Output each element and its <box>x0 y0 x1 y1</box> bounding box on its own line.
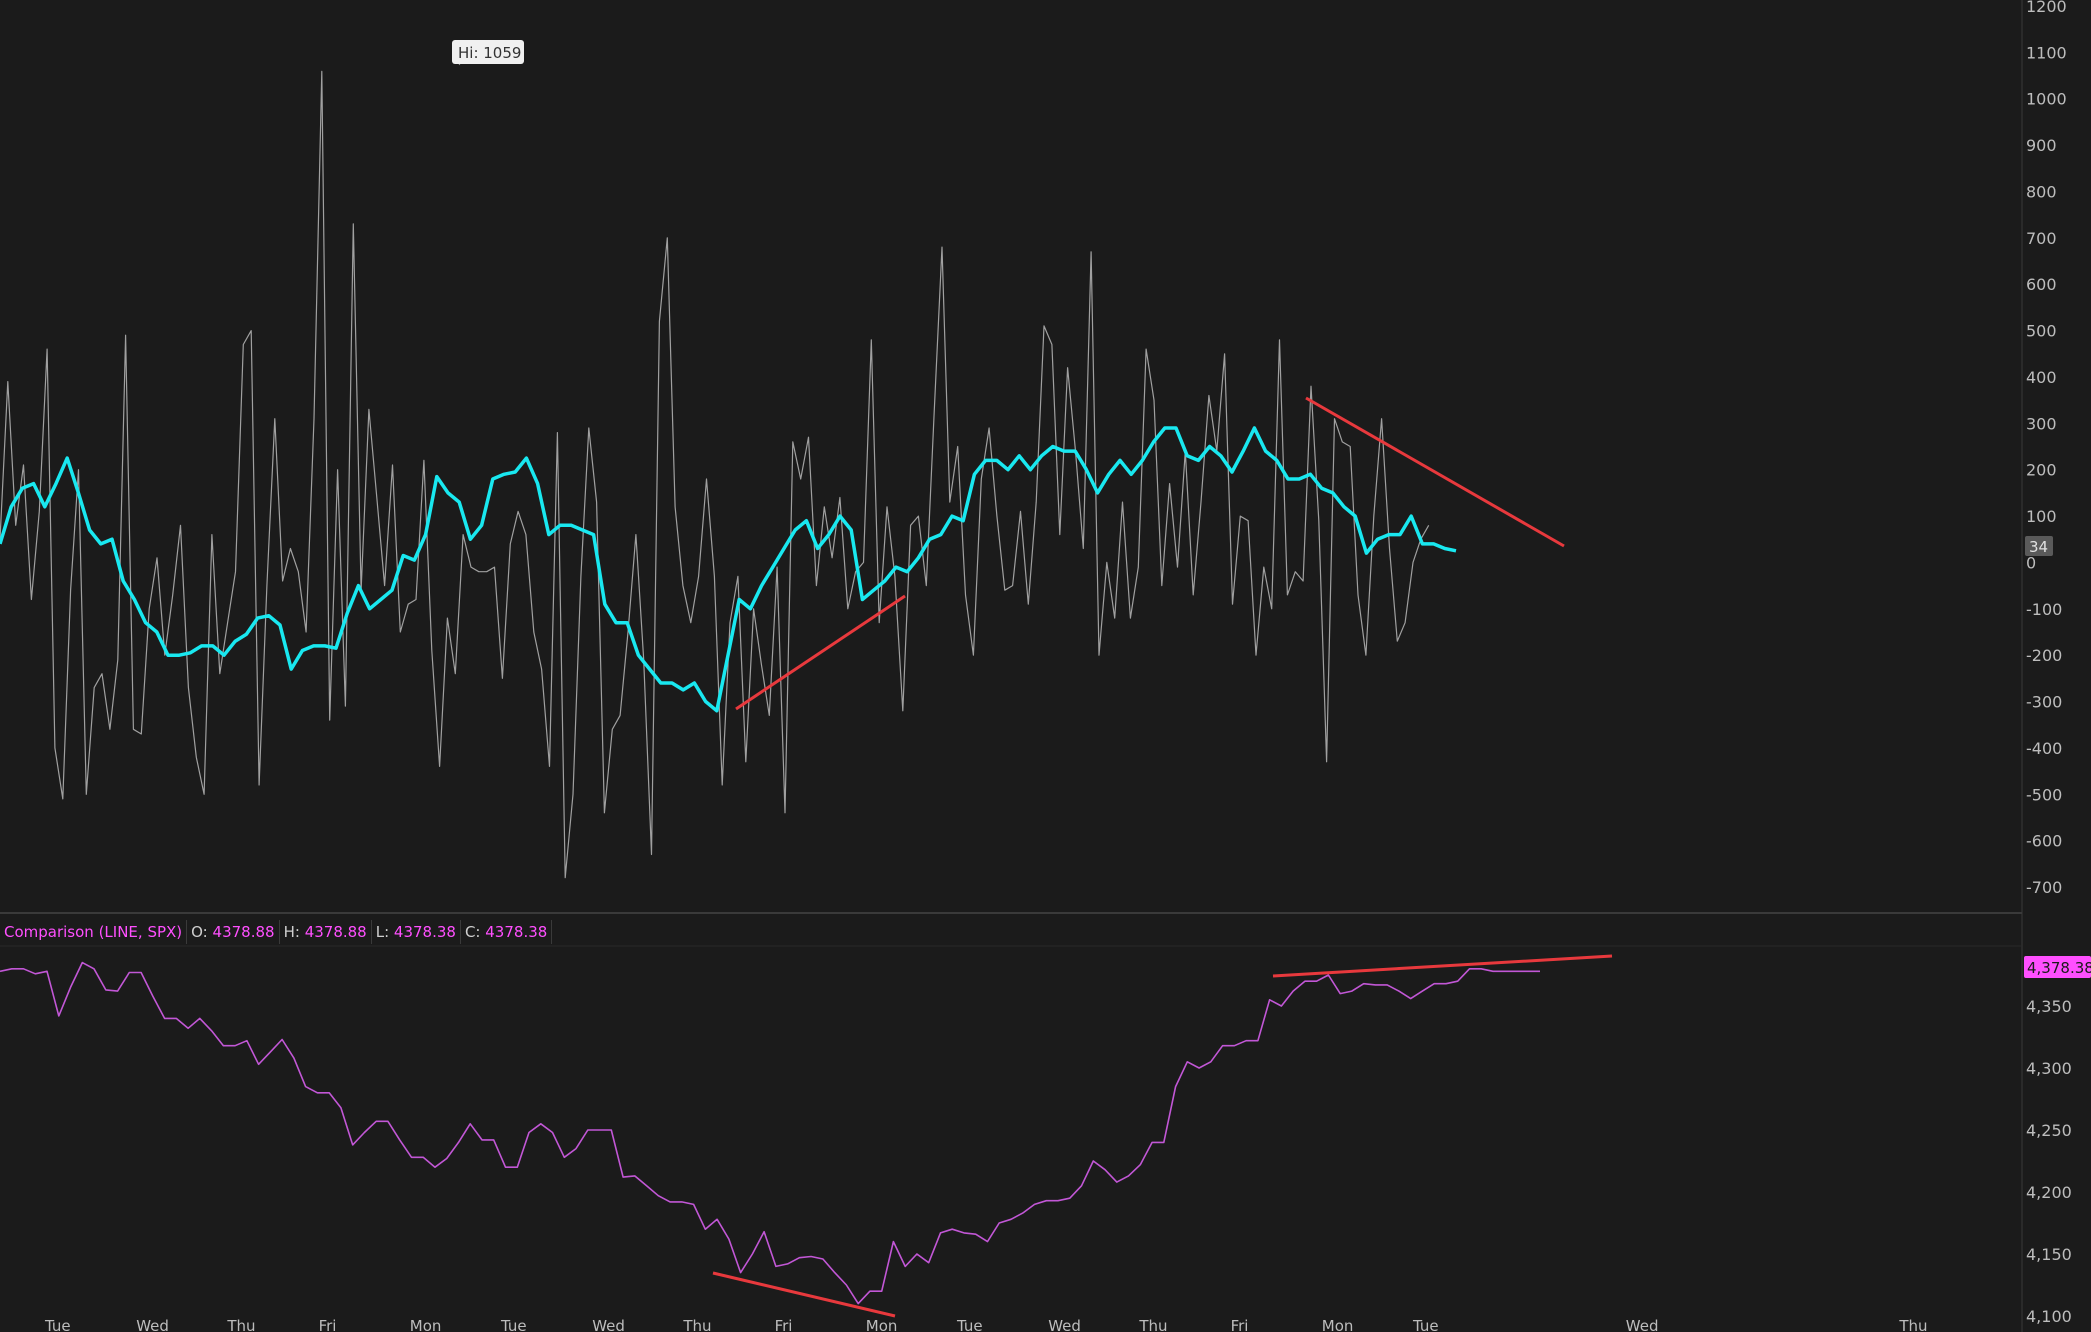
lower-y-axis: 4,350 4,300 4,250 4,200 4,150 4,100 <box>2026 997 2072 1326</box>
upper-y-axis: 1200110010009008007006005004003002001000… <box>2026 0 2067 897</box>
lower-last-badge-text: 4,378.38 <box>2027 959 2091 977</box>
comparison-title[interactable]: Comparison (LINE, SPX) <box>0 920 188 944</box>
x-tick-label: Thu <box>1898 1317 1927 1332</box>
x-tick-label: Thu <box>1138 1317 1167 1332</box>
trendline-lower-falling[interactable] <box>712 1271 896 1318</box>
high-annotation-box <box>452 40 524 64</box>
upper-y-tick-label: 0 <box>2026 553 2036 572</box>
lower-last-badge: 4,378.38 <box>2024 956 2091 978</box>
upper-y-tick-label: 400 <box>2026 368 2057 387</box>
trendlines-group <box>712 396 1613 1318</box>
upper-y-tick-label: 300 <box>2026 414 2057 433</box>
upper-y-tick-label: -500 <box>2026 785 2062 804</box>
upper-y-tick-label: -700 <box>2026 878 2062 897</box>
lower-y-tick-label: 4,200 <box>2026 1183 2072 1202</box>
upper-y-tick-label: -300 <box>2026 693 2062 712</box>
trendline-lower-rising[interactable] <box>1272 954 1613 978</box>
upper-y-tick-label: 700 <box>2026 229 2057 248</box>
x-tick-label: Tue <box>956 1317 983 1332</box>
x-tick-label: Wed <box>1048 1317 1081 1332</box>
upper-y-tick-label: 500 <box>2026 322 2057 341</box>
x-axis: Tue Wed Thu Fri Mon Tue Wed Thu Fri Mon Tue Wed Thu F… <box>44 1317 1928 1332</box>
x-tick-label: Wed <box>592 1317 625 1332</box>
x-tick-label: Fri <box>1231 1317 1249 1332</box>
x-tick-label: Tue <box>1412 1317 1439 1332</box>
x-tick-label: Fri <box>775 1317 793 1332</box>
upper-y-tick-label: 100 <box>2026 507 2057 526</box>
upper-last-badge: 34 <box>2025 536 2053 556</box>
x-tick-label: Mon <box>866 1317 898 1332</box>
upper-y-tick-label: -600 <box>2026 832 2062 851</box>
x-tick-label: Wed <box>1626 1317 1659 1332</box>
x-tick-label: Fri <box>319 1317 337 1332</box>
upper-y-tick-label: 200 <box>2026 461 2057 480</box>
legend-high: H: 4378.88 <box>280 920 372 944</box>
upper-y-tick-label: 1100 <box>2026 43 2067 62</box>
smoothed-series-line[interactable] <box>0 426 1457 713</box>
lower-y-tick-label: 4,350 <box>2026 997 2072 1016</box>
upper-last-badge-text: 34 <box>2029 538 2048 556</box>
spx-comparison-line[interactable] <box>0 961 1540 1305</box>
lower-y-tick-label: 4,150 <box>2026 1245 2072 1264</box>
raw-series-line[interactable] <box>0 70 1430 879</box>
upper-y-tick-label: 1000 <box>2026 90 2067 109</box>
x-tick-label: Wed <box>136 1317 169 1332</box>
legend-low: L: 4378.38 <box>372 920 461 944</box>
upper-y-tick-label: -200 <box>2026 646 2062 665</box>
high-annotation: Hi: 1059 <box>452 40 524 66</box>
trendline-upper-falling[interactable] <box>1305 396 1565 548</box>
lower-series-group <box>0 961 1540 1305</box>
upper-y-tick-label: 1200 <box>2026 0 2067 16</box>
upper-y-tick-label: -400 <box>2026 739 2062 758</box>
upper-y-tick-label: 800 <box>2026 182 2057 201</box>
lower-y-tick-label: 4,100 <box>2026 1307 2072 1326</box>
x-tick-label: Tue <box>44 1317 71 1332</box>
trendline-upper-rising[interactable] <box>735 594 906 711</box>
x-tick-label: Thu <box>226 1317 255 1332</box>
lower-y-tick-label: 4,300 <box>2026 1059 2072 1078</box>
high-annotation-label: Hi: 1059 <box>458 44 521 62</box>
upper-y-tick-label: 900 <box>2026 136 2057 155</box>
upper-y-tick-label: -100 <box>2026 600 2062 619</box>
x-tick-label: Tue <box>500 1317 527 1332</box>
upper-series-group <box>0 70 1457 879</box>
x-tick-label: Mon <box>1322 1317 1354 1332</box>
comparison-legend: Comparison (LINE, SPX) O: 4378.88 H: 437… <box>0 919 553 945</box>
upper-y-tick-label: 600 <box>2026 275 2057 294</box>
x-tick-label: Mon <box>410 1317 442 1332</box>
lower-y-tick-label: 4,250 <box>2026 1121 2072 1140</box>
legend-close: C: 4378.38 <box>461 920 553 944</box>
legend-open: O: 4378.88 <box>187 920 280 944</box>
x-tick-label: Thu <box>682 1317 711 1332</box>
